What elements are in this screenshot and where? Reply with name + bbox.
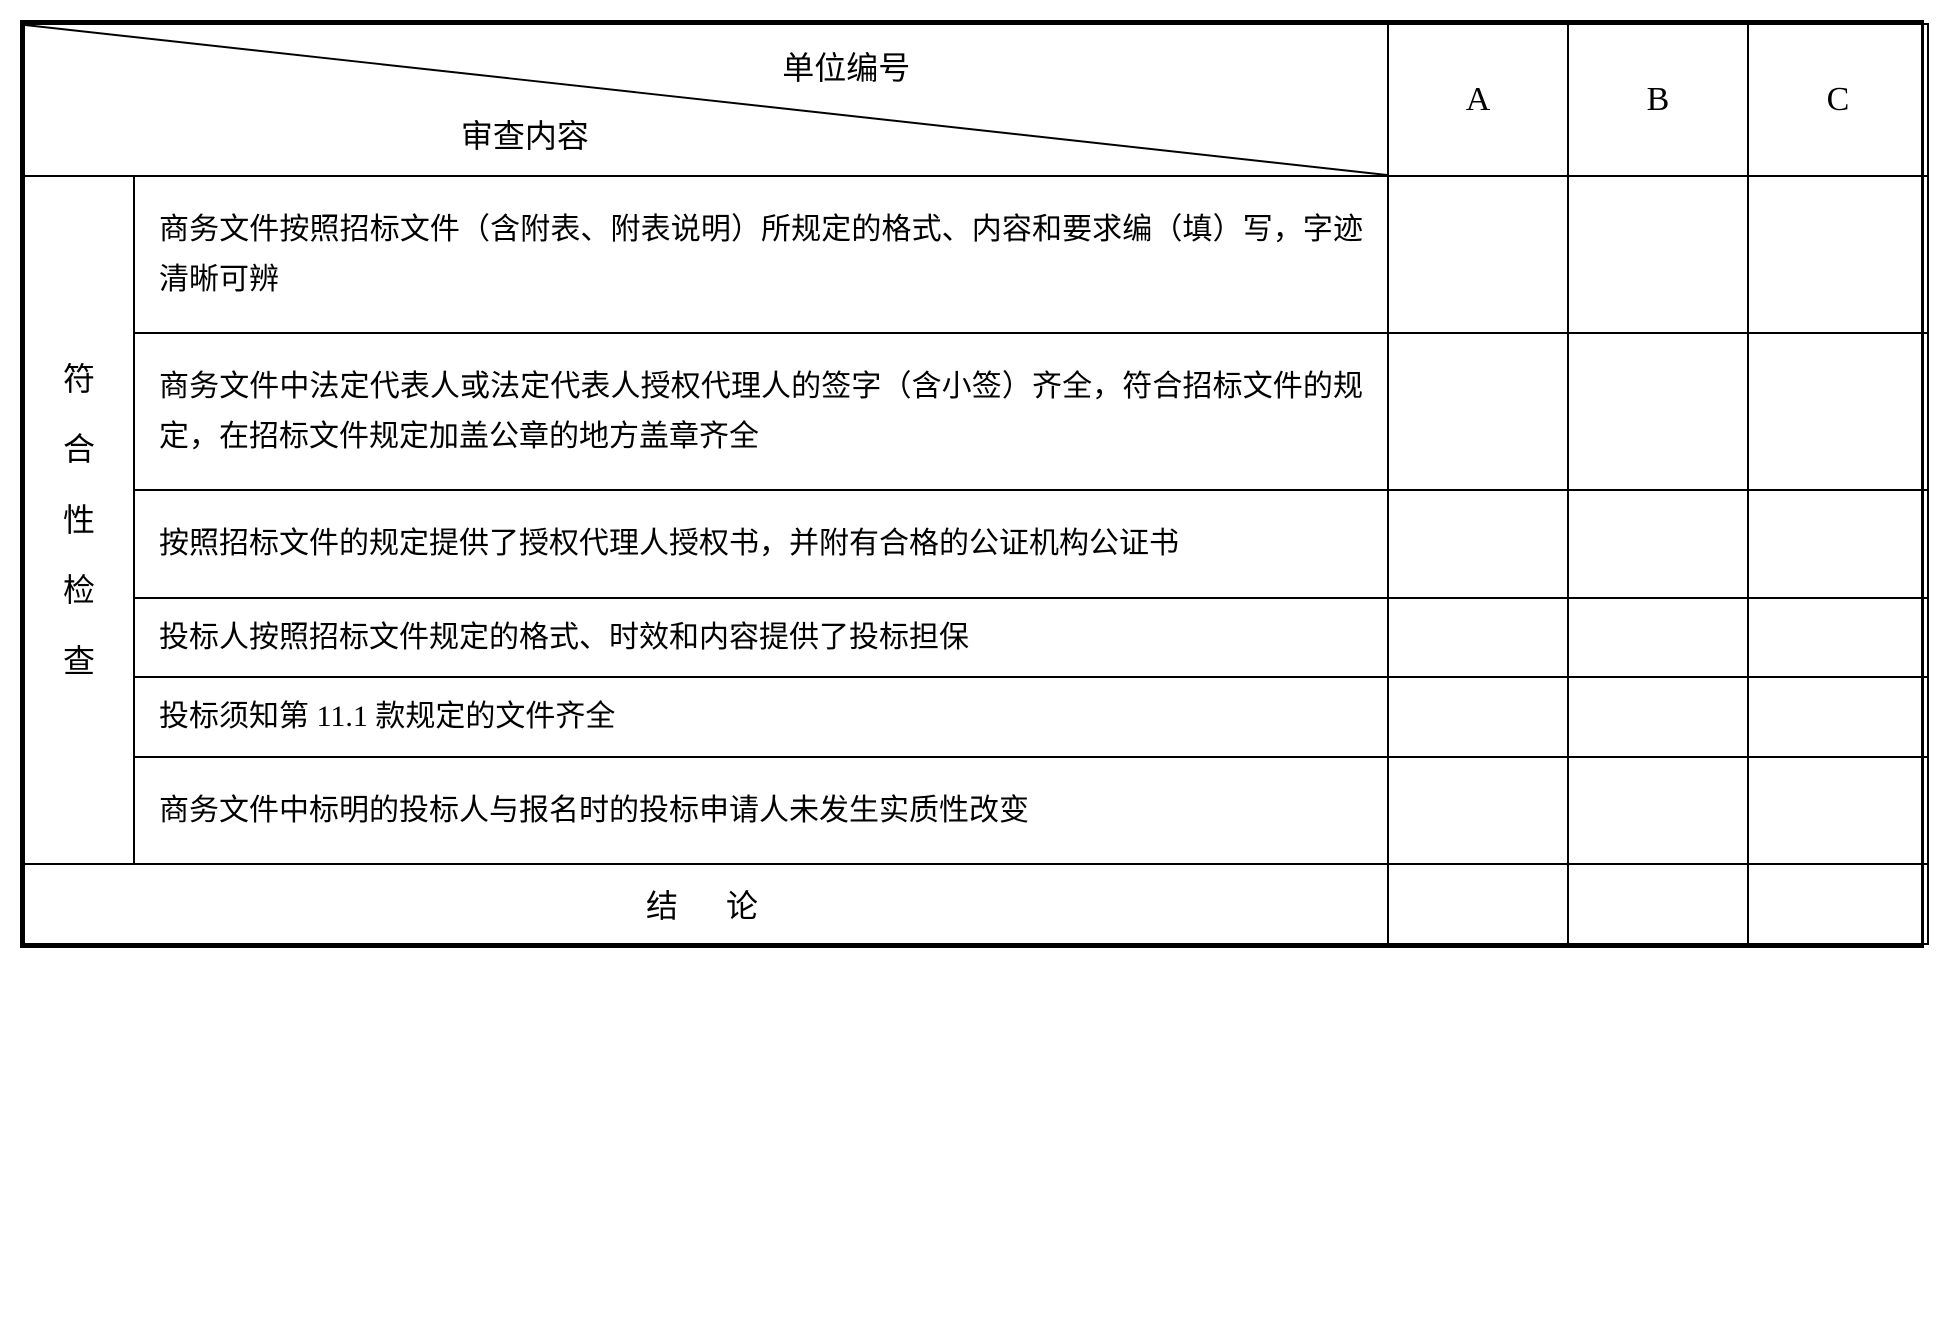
value-cell [1388, 333, 1568, 490]
table-row: 符 合 性 检 查 商务文件按照招标文件（含附表、附表说明）所规定的格式、内容和… [24, 176, 1928, 333]
value-cell [1388, 677, 1568, 757]
value-cell [1568, 598, 1748, 678]
value-cell [1568, 333, 1748, 490]
cat-char-5: 查 [63, 626, 95, 696]
header-row: 单位编号 审查内容 A B C [24, 24, 1928, 176]
value-cell [1568, 176, 1748, 333]
value-cell [1568, 757, 1748, 865]
header-content-label: 审查内容 [461, 111, 589, 157]
column-header-b: B [1568, 24, 1748, 176]
content-cell: 按照招标文件的规定提供了授权代理人授权书，并附有合格的公证机构公证书 [134, 490, 1388, 598]
conclusion-value-cell [1748, 864, 1928, 944]
column-header-a: A [1388, 24, 1568, 176]
content-cell: 商务文件中标明的投标人与报名时的投标申请人未发生实质性改变 [134, 757, 1388, 865]
category-label-cell: 符 合 性 检 查 [24, 176, 134, 864]
value-cell [1748, 490, 1928, 598]
content-cell: 投标须知第 11.1 款规定的文件齐全 [134, 677, 1388, 757]
value-cell [1748, 677, 1928, 757]
conclusion-value-cell [1568, 864, 1748, 944]
content-cell: 投标人按照招标文件规定的格式、时效和内容提供了投标担保 [134, 598, 1388, 678]
cat-char-1: 符 [63, 344, 95, 414]
value-cell [1568, 490, 1748, 598]
conclusion-value-cell [1388, 864, 1568, 944]
table-row: 投标人按照招标文件规定的格式、时效和内容提供了投标担保 [24, 598, 1928, 678]
table-row: 投标须知第 11.1 款规定的文件齐全 [24, 677, 1928, 757]
table-row: 商务文件中标明的投标人与报名时的投标申请人未发生实质性改变 [24, 757, 1928, 865]
header-unit-label: 单位编号 [782, 43, 910, 89]
table-row: 按照招标文件的规定提供了授权代理人授权书，并附有合格的公证机构公证书 [24, 490, 1928, 598]
content-cell: 商务文件中法定代表人或法定代表人授权代理人的签字（含小签）齐全，符合招标文件的规… [134, 333, 1388, 490]
cat-char-2: 合 [63, 414, 95, 484]
value-cell [1388, 490, 1568, 598]
evaluation-table: 单位编号 审查内容 A B C 符 合 性 检 查 商务文件按照招标文件（含附表… [20, 20, 1924, 948]
value-cell [1388, 598, 1568, 678]
value-cell [1748, 598, 1928, 678]
conclusion-row: 结 论 [24, 864, 1928, 944]
cat-char-3: 性 [63, 485, 95, 555]
table-row: 商务文件中法定代表人或法定代表人授权代理人的签字（含小签）齐全，符合招标文件的规… [24, 333, 1928, 490]
value-cell [1388, 176, 1568, 333]
value-cell [1748, 333, 1928, 490]
value-cell [1748, 176, 1928, 333]
conclusion-label: 结 论 [24, 864, 1388, 944]
value-cell [1568, 677, 1748, 757]
column-header-c: C [1748, 24, 1928, 176]
category-vertical-text: 符 合 性 检 查 [35, 344, 123, 696]
main-table: 单位编号 审查内容 A B C 符 合 性 检 查 商务文件按照招标文件（含附表… [23, 23, 1929, 945]
cat-char-4: 检 [63, 555, 95, 625]
value-cell [1748, 757, 1928, 865]
diagonal-line [25, 25, 1387, 175]
diagonal-header-cell: 单位编号 审查内容 [24, 24, 1388, 176]
value-cell [1388, 757, 1568, 865]
content-cell: 商务文件按照招标文件（含附表、附表说明）所规定的格式、内容和要求编（填）写，字迹… [134, 176, 1388, 333]
